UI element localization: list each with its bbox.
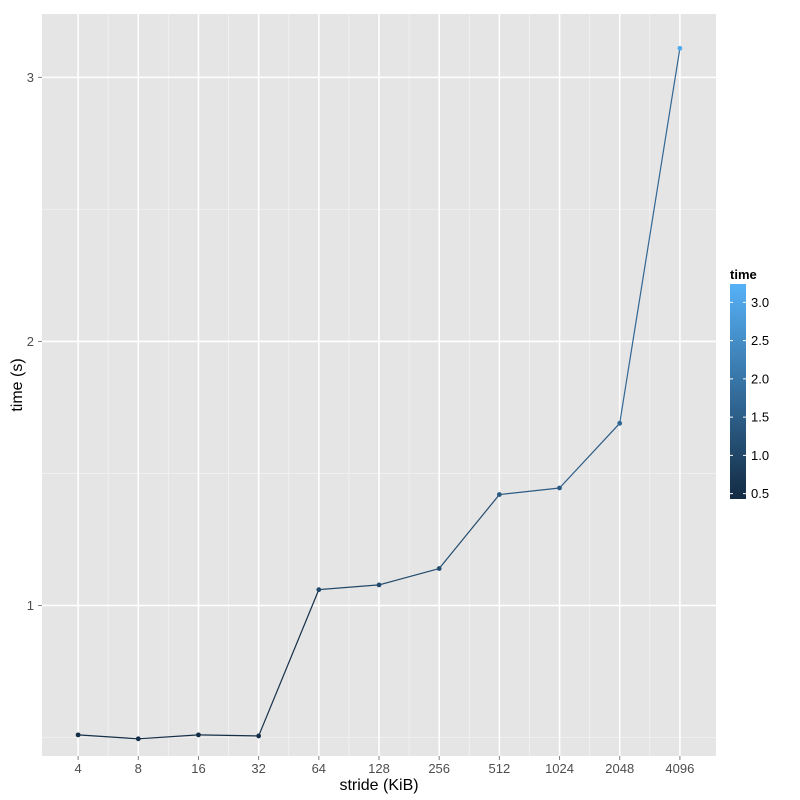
legend-colorbar xyxy=(730,284,746,499)
line-segment xyxy=(499,487,560,496)
legend-tick-label: 3.0 xyxy=(751,295,769,310)
data-point xyxy=(617,420,623,426)
data-point xyxy=(256,733,262,739)
legend-ticks: 0.5 1.0 1.5 2.0 2.5 3.0 xyxy=(730,295,769,501)
data-point xyxy=(496,492,502,497)
data-point xyxy=(135,736,141,742)
line-segment xyxy=(438,494,500,569)
x-tick-label: 32 xyxy=(251,761,265,776)
line-segment xyxy=(78,734,139,740)
series-points xyxy=(75,45,683,742)
y-axis: 1 2 3 xyxy=(27,70,42,613)
data-point xyxy=(376,582,382,588)
x-tick-label: 16 xyxy=(191,761,205,776)
x-tick-label: 1024 xyxy=(545,761,574,776)
legend-title: time xyxy=(730,267,757,282)
x-tick-label: 4 xyxy=(74,761,81,776)
data-point xyxy=(557,485,562,491)
data-point xyxy=(677,45,683,51)
line-segment xyxy=(138,734,199,740)
data-point xyxy=(196,732,201,738)
legend-tick-label: 0.5 xyxy=(751,486,769,501)
x-tick-label: 64 xyxy=(312,761,326,776)
line-segment xyxy=(258,589,320,737)
legend-tick-label: 1.5 xyxy=(751,410,769,425)
x-tick-label: 512 xyxy=(489,761,511,776)
color-legend: time 0.5 1.0 1.5 2.0 2.5 3.0 xyxy=(730,267,769,501)
line-segment xyxy=(378,567,440,586)
y-tick-label: 2 xyxy=(27,334,34,349)
y-tick-label: 3 xyxy=(27,70,34,85)
data-point xyxy=(436,566,442,571)
x-axis: 4 8 16 32 64 128 256 512 1024 2048 4096 xyxy=(74,756,694,776)
line-segment xyxy=(619,48,681,424)
y-tick-label: 1 xyxy=(27,598,34,613)
legend-tick-label: 2.5 xyxy=(751,333,769,348)
major-gridlines xyxy=(42,14,716,756)
x-tick-label: 128 xyxy=(368,761,390,776)
series-line xyxy=(78,48,681,740)
x-axis-title: stride (KiB) xyxy=(339,777,418,794)
line-segment xyxy=(318,584,380,591)
legend-tick-label: 2.0 xyxy=(751,371,769,386)
x-tick-label: 8 xyxy=(135,761,142,776)
data-point xyxy=(316,587,322,593)
line-segment xyxy=(198,734,259,737)
line-segment xyxy=(559,422,621,489)
x-tick-label: 4096 xyxy=(665,761,694,776)
x-tick-label: 2048 xyxy=(605,761,634,776)
x-tick-label: 256 xyxy=(428,761,450,776)
data-point xyxy=(75,732,81,738)
y-axis-title: time (s) xyxy=(9,358,26,411)
legend-tick-label: 1.0 xyxy=(751,448,769,463)
